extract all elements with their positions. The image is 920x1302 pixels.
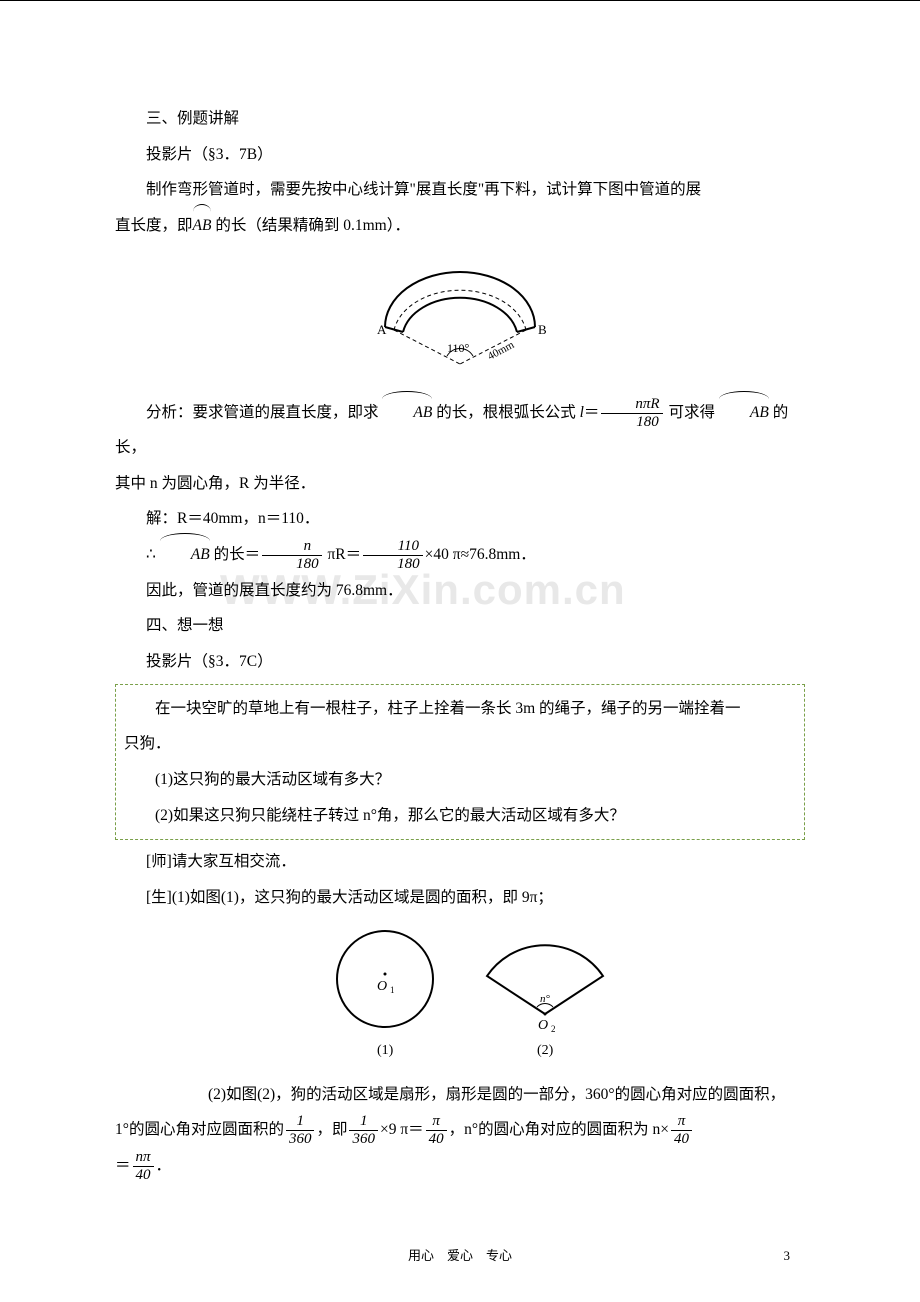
page-number: 3 — [784, 1248, 791, 1264]
fraction: nπ40 — [133, 1150, 154, 1183]
text: ＝ — [584, 404, 600, 421]
svg-text:2: 2 — [551, 1024, 556, 1034]
text: ，n°的圆心角对应的圆面积为 n× — [449, 1121, 669, 1138]
answer2-text: (2)如图(2)，狗的活动区域是扇形，扇形是圆的一部分，360°的圆心角对应的圆… — [115, 1077, 805, 1113]
denominator: 40 — [133, 1167, 154, 1183]
answer2-text: 1°的圆心角对应圆面积的1360，即1360×9 π＝π40，n°的圆心角对应的… — [115, 1112, 805, 1148]
arc-ab: AB — [382, 395, 432, 431]
text: 的长＝ — [210, 546, 260, 563]
svg-text:B: B — [538, 322, 547, 337]
text: ×9 π＝ — [380, 1121, 424, 1138]
box-q1: (1)这只狗的最大活动区域有多大？ — [124, 762, 796, 798]
numerator: 110 — [363, 539, 423, 556]
text: 的长，根根弧长公式 — [432, 404, 579, 421]
text: ∴ — [146, 546, 160, 563]
text: 分析：要求管道的展直长度，即求 — [146, 404, 382, 421]
arc-ab: AB — [193, 208, 212, 244]
text: πR＝ — [324, 546, 362, 563]
arc-ab: AB — [160, 537, 210, 573]
svg-text:1: 1 — [390, 985, 395, 995]
fraction: π40 — [671, 1114, 692, 1147]
arc-ab: AB — [719, 395, 769, 431]
text: 解：R＝40mm，n＝110． — [146, 510, 319, 527]
text: ＝ — [115, 1157, 131, 1174]
text: 1°的圆心角对应圆面积的 — [115, 1121, 284, 1138]
numerator: nπ — [133, 1150, 154, 1167]
svg-text:O: O — [538, 1018, 548, 1033]
text: 其中 n 为圆心角，R 为半径． — [115, 475, 315, 492]
text: 直长度，即 — [115, 217, 193, 234]
svg-text:110°: 110° — [447, 341, 470, 355]
page-footer: 用心 爱心 专心 3 — [0, 1245, 920, 1264]
svg-text:(2): (2) — [537, 1043, 554, 1058]
text: ． — [156, 1157, 172, 1174]
slide-ref: 投影片（§3．7C） — [115, 644, 805, 680]
fraction: 1360 — [349, 1114, 378, 1147]
problem-text: 制作弯形管道时，需要先按中心线计算"展直长度"再下料，试计算下图中管道的展 — [115, 172, 805, 208]
numerator: n — [262, 539, 322, 556]
denominator: 180 — [262, 556, 322, 572]
slide-ref: 投影片（§3．7B） — [115, 137, 805, 173]
denominator: 40 — [426, 1131, 447, 1147]
fraction: nπR180 — [601, 397, 662, 430]
fraction: 110180 — [363, 539, 423, 572]
problem-text: 直长度，即AB 的长（结果精确到 0.1mm）． — [115, 208, 805, 244]
denominator: 360 — [349, 1131, 378, 1147]
svg-text:n°: n° — [540, 993, 551, 1005]
svg-text:(1): (1) — [377, 1043, 394, 1058]
teacher-line: [师]请大家互相交流． — [115, 844, 805, 880]
section-heading: 三、例题讲解 — [115, 101, 805, 137]
denominator: 40 — [671, 1131, 692, 1147]
text: ×40 π≈76.8mm． — [425, 546, 536, 563]
solution-text: ∴ AB 的长＝n180 πR＝110180×40 π≈76.8mm． — [115, 537, 805, 573]
fraction: π40 — [426, 1114, 447, 1147]
question-box: 在一块空旷的草地上有一根柱子，柱子上拴着一条长 3m 的绳子，绳子的另一端拴着一… — [115, 684, 805, 841]
text: 可求得 — [665, 404, 719, 421]
answer2-text: ＝nπ40． — [115, 1148, 805, 1184]
circle-sector-figure: O 1 n° O 2 (1) (2) — [115, 924, 805, 1069]
footer-text: 用心 爱心 专心 — [408, 1248, 512, 1263]
svg-text:O: O — [377, 979, 387, 994]
fraction: n180 — [262, 539, 322, 572]
analysis-text: 分析：要求管道的展直长度，即求 AB 的长，根根弧长公式 l＝nπR180 可求… — [115, 395, 805, 466]
text: 的长（结果精确到 0.1mm）． — [211, 217, 410, 234]
denominator: 180 — [363, 556, 423, 572]
section-heading: 四、想一想 — [115, 608, 805, 644]
denominator: 180 — [601, 414, 662, 430]
box-q2: (2)如果这只狗只能绕柱子转过 n°角，那么它的最大活动区域有多大？ — [124, 798, 796, 834]
box-text: 只狗． — [124, 726, 796, 762]
solution-text: 解：R＝40mm，n＝110． — [115, 501, 805, 537]
numerator: 1 — [349, 1114, 378, 1131]
box-text: 在一块空旷的草地上有一根柱子，柱子上拴着一条长 3m 的绳子，绳子的另一端拴着一 — [124, 691, 796, 727]
denominator: 360 — [286, 1131, 315, 1147]
student-line: [生](1)如图(1)，这只狗的最大活动区域是圆的面积，即 9π； — [115, 880, 805, 916]
numerator: nπR — [601, 397, 662, 414]
svg-text:A: A — [377, 322, 387, 337]
pipe-figure: A B 110° 40mm — [115, 252, 805, 387]
numerator: 1 — [286, 1114, 315, 1131]
text: ，即 — [316, 1121, 347, 1138]
numerator: π — [671, 1114, 692, 1131]
fraction: 1360 — [286, 1114, 315, 1147]
analysis-text: 其中 n 为圆心角，R 为半径． — [115, 466, 805, 502]
numerator: π — [426, 1114, 447, 1131]
solution-text: 因此，管道的展直长度约为 76.8mm． — [115, 573, 805, 609]
svg-text:40mm: 40mm — [486, 338, 517, 362]
